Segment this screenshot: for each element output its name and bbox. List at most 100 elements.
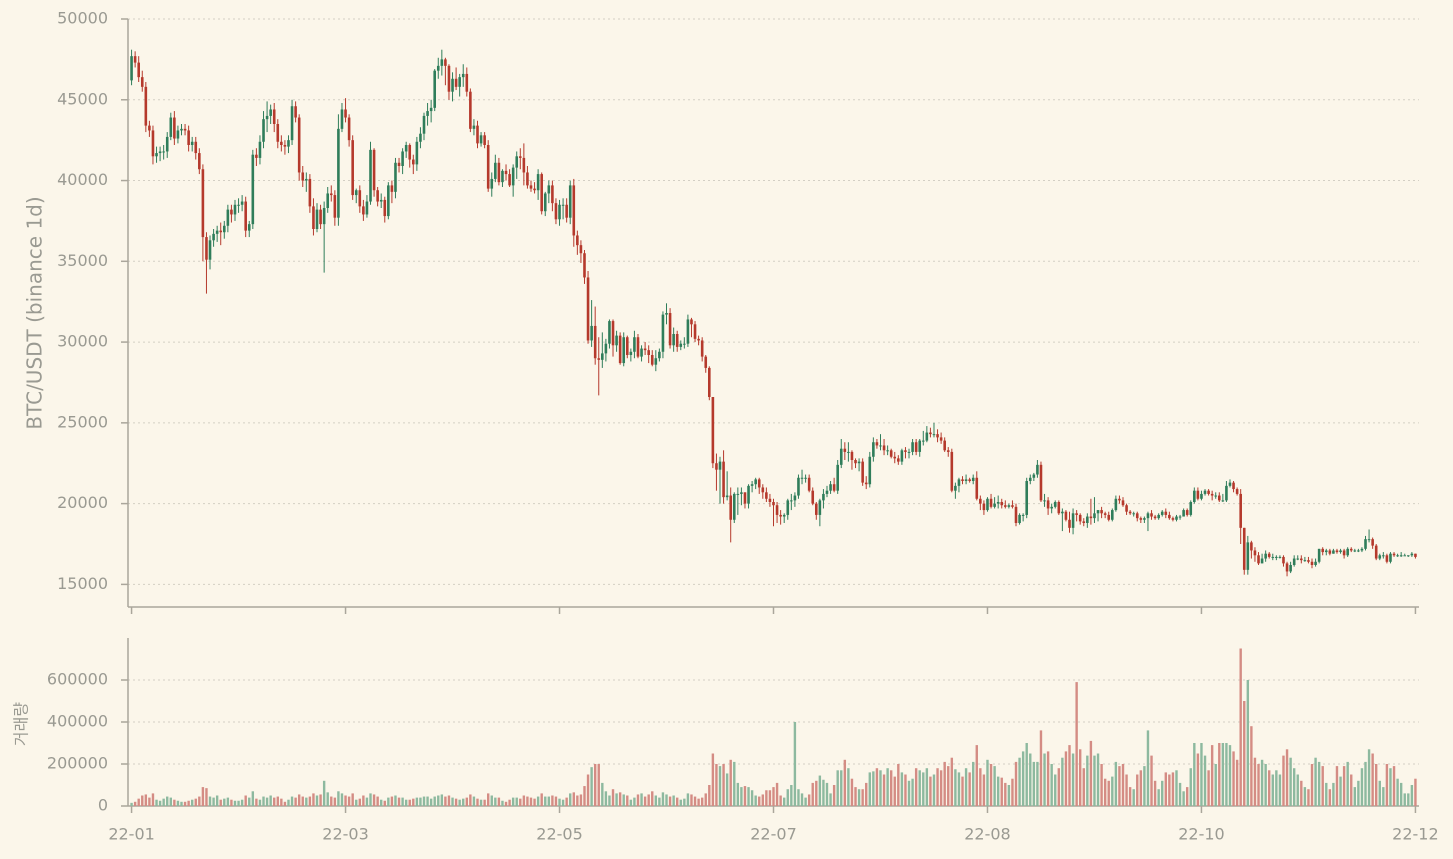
- volume-bar: [747, 787, 750, 806]
- candle-body: [312, 206, 315, 229]
- candle-body: [422, 115, 426, 134]
- candle-body: [358, 190, 362, 207]
- volume-bar: [1114, 761, 1118, 806]
- volume-bar: [1396, 778, 1399, 806]
- candle-body: [1264, 553, 1267, 559]
- y-tick-label: 45000: [57, 89, 108, 108]
- volume-bar: [326, 792, 329, 806]
- candle-body: [839, 448, 843, 465]
- candle-body: [1200, 493, 1203, 499]
- volume-bar: [1161, 780, 1164, 806]
- volume-bar: [355, 799, 358, 806]
- x-tick-label: 22-01: [108, 825, 155, 844]
- candle-body: [561, 204, 565, 206]
- volume-bar: [533, 798, 536, 806]
- volume-bar: [822, 779, 825, 806]
- candle-body: [287, 140, 290, 147]
- candle-body: [1374, 545, 1378, 559]
- volume-bar: [169, 797, 172, 806]
- candle-body: [1389, 553, 1392, 562]
- volume-bar: [768, 790, 772, 806]
- candle-body: [601, 353, 604, 360]
- volume-bar: [365, 797, 369, 806]
- volume-bar: [865, 782, 868, 806]
- volume-bar: [818, 775, 822, 806]
- volume-bar: [829, 793, 832, 806]
- volume-bar: [911, 778, 914, 806]
- candle-body: [294, 106, 297, 118]
- candle-body: [1324, 550, 1328, 553]
- volume-bar: [230, 799, 233, 806]
- volume-bar: [1335, 766, 1339, 806]
- volume-bar: [219, 799, 222, 806]
- candle-body: [772, 502, 775, 506]
- volume-bar: [233, 800, 237, 806]
- volume-bar: [572, 792, 575, 806]
- candle-body: [419, 133, 422, 142]
- volume-bar: [269, 795, 272, 806]
- candle-body: [889, 450, 893, 457]
- candle-body: [365, 201, 369, 215]
- candle-body: [1168, 514, 1171, 519]
- candle-body: [376, 190, 379, 202]
- volume-bar: [1303, 787, 1307, 806]
- candle-body: [1353, 550, 1357, 552]
- volume-bar: [415, 797, 419, 806]
- candle-body: [1342, 550, 1346, 556]
- x-tick-label: 22-05: [536, 825, 583, 844]
- candle-body: [625, 337, 629, 355]
- candle-body: [240, 201, 244, 205]
- candle-body: [886, 450, 889, 452]
- candle-body: [1096, 510, 1100, 514]
- volume-bar: [700, 797, 704, 806]
- candle-body: [554, 203, 558, 220]
- candle-body: [1314, 561, 1317, 565]
- candle-body: [494, 162, 497, 179]
- volume-bar: [1185, 787, 1189, 806]
- candle-body: [301, 172, 305, 181]
- volume-bar: [287, 799, 290, 806]
- candle-body: [1267, 553, 1271, 557]
- volume-bar: [362, 795, 365, 806]
- candle-body: [872, 442, 875, 457]
- volume-bar: [519, 798, 522, 806]
- volume-bar: [276, 796, 279, 806]
- volume-bar: [733, 761, 736, 806]
- volume-bar: [1407, 793, 1410, 806]
- candle-body: [875, 442, 879, 446]
- volume-bar: [404, 799, 408, 806]
- volume-bar: [1239, 648, 1242, 806]
- candle-body: [198, 153, 201, 170]
- candle-body: [1114, 498, 1118, 511]
- candle-body: [1057, 502, 1061, 514]
- volume-bar: [1228, 745, 1232, 806]
- candle-body: [743, 492, 747, 504]
- volume-bar: [1371, 753, 1374, 806]
- candle-body: [1225, 485, 1228, 501]
- candle-body: [1064, 511, 1068, 520]
- volume-bar: [497, 797, 501, 806]
- volume-bar: [1103, 778, 1107, 806]
- candle-body: [1025, 481, 1029, 515]
- candle-body: [440, 59, 444, 66]
- volume-bar: [847, 768, 850, 806]
- volume-bar: [1107, 780, 1110, 806]
- candle-body: [262, 119, 265, 142]
- volume-bar: [1392, 766, 1396, 806]
- volume-bar: [511, 797, 515, 806]
- volume-bar: [690, 794, 693, 806]
- volume-bar: [615, 793, 618, 806]
- volume-bar: [490, 795, 493, 806]
- candle-body: [283, 145, 287, 147]
- volume-bar: [836, 770, 839, 806]
- volume-bar: [601, 782, 604, 806]
- volume-bar: [1410, 785, 1414, 806]
- candle-body: [914, 442, 918, 452]
- volume-bar: [629, 799, 633, 806]
- y-tick-label: 400000: [47, 712, 108, 731]
- volume-bar: [679, 799, 682, 806]
- volume-bar: [469, 794, 472, 806]
- candle-body: [797, 477, 800, 496]
- candle-body: [1011, 505, 1014, 507]
- candle-body: [643, 348, 647, 351]
